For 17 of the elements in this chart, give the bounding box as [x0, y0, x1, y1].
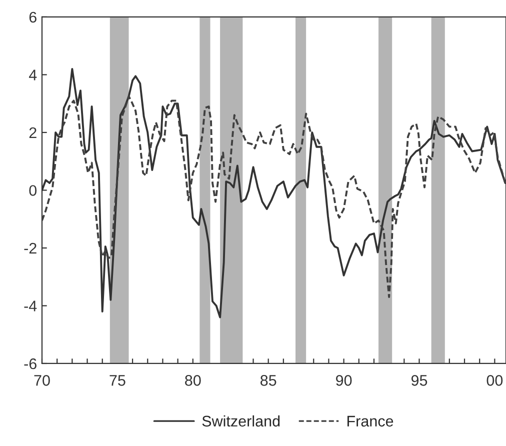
legend-label: Switzerland [202, 415, 280, 427]
x-tick-label: 75 [110, 375, 126, 386]
x-tick-label: 85 [260, 375, 276, 386]
x-tick-label: 70 [34, 375, 50, 386]
y-tick-label: 2 [29, 127, 36, 138]
y-tick-label: 4 [28, 70, 37, 80]
line-series [42, 95, 506, 298]
legend-label: France [347, 416, 394, 427]
y-tick-label: 6 [29, 12, 36, 23]
x-tick-label: 80 [185, 375, 201, 386]
x-tick-label: 95 [411, 375, 428, 386]
x-tick-label: 00 [486, 375, 503, 386]
x-tick-label: 90 [336, 375, 352, 386]
y-tick-label: -4 [24, 300, 37, 312]
y-tick-label: 0 [29, 185, 37, 196]
y-tick-label: -2 [24, 242, 36, 254]
y-tick-label: -6 [24, 358, 36, 370]
